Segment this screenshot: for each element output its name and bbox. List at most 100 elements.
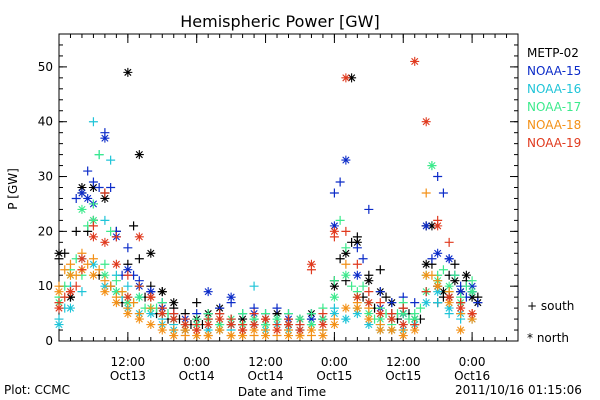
south-plus-marker — [329, 276, 339, 286]
north-asterisk-marker — [180, 325, 190, 335]
north-asterisk-marker — [272, 309, 282, 319]
north-asterisk-marker — [295, 331, 305, 341]
north-asterisk-marker — [146, 248, 156, 258]
south-plus-marker — [387, 298, 397, 308]
south-plus-marker — [88, 221, 98, 231]
south-plus-marker — [335, 215, 345, 225]
y-tick-label: 40 — [38, 115, 53, 129]
x-tick-label-time: 12:00 — [111, 355, 146, 369]
north-asterisk-marker — [203, 287, 213, 297]
north-asterisk-marker — [54, 303, 64, 313]
data-marks — [54, 56, 483, 341]
north-asterisk-marker — [169, 331, 179, 341]
asterisk-marker-icon: * — [527, 331, 533, 345]
south-plus-marker — [100, 188, 110, 198]
y-tick-label: 50 — [38, 60, 53, 74]
x-axis-label: Date and Time — [238, 385, 326, 399]
south-plus-marker — [88, 117, 98, 127]
north-asterisk-marker — [111, 298, 121, 308]
north-asterisk-marker — [88, 215, 98, 225]
north-asterisk-marker — [100, 193, 110, 203]
x-tick-label-date: Oct15 — [316, 369, 352, 383]
north-asterisk-marker — [461, 270, 471, 280]
north-asterisk-marker — [226, 292, 236, 302]
south-plus-marker — [375, 298, 385, 308]
north-asterisk-marker — [203, 325, 213, 335]
x-tick-label-date: Oct14 — [179, 369, 215, 383]
north-asterisk-marker — [65, 270, 75, 280]
north-asterisk-marker — [146, 320, 156, 330]
north-asterisk-marker — [433, 221, 443, 231]
north-asterisk-marker — [375, 325, 385, 335]
south-plus-marker — [83, 166, 93, 176]
x-tick-label-date: Oct13 — [110, 369, 146, 383]
north-asterisk-marker — [77, 188, 87, 198]
north-asterisk-marker — [364, 309, 374, 319]
north-asterisk-marker — [65, 287, 75, 297]
south-plus-marker — [358, 254, 368, 264]
north-asterisk-marker — [192, 325, 202, 335]
south-plus-marker — [249, 281, 259, 291]
south-plus-marker — [238, 309, 248, 319]
north-asterisk-marker — [341, 270, 351, 280]
north-asterisk-marker — [341, 155, 351, 165]
chart-title: Hemispheric Power [GW] — [180, 12, 379, 31]
x-tick-label-date: Oct14 — [248, 369, 284, 383]
south-plus-marker — [65, 259, 75, 269]
north-asterisk-marker — [134, 232, 144, 242]
north-asterisk-marker — [157, 309, 167, 319]
south-plus-marker — [100, 276, 110, 286]
north-asterisk-marker — [318, 314, 328, 324]
north-asterisk-marker — [410, 56, 420, 66]
north-asterisk-marker — [100, 237, 110, 247]
legend-entry-noaa-16: NOAA-16 — [527, 82, 582, 96]
x-tick-label-time: 12:00 — [386, 355, 421, 369]
north-asterisk-marker — [226, 331, 236, 341]
north-asterisk-marker — [65, 292, 75, 302]
north-asterisk-marker — [272, 314, 282, 324]
x-tick-label-date: Oct16 — [454, 369, 490, 383]
south-plus-marker — [461, 281, 471, 291]
north-asterisk-marker — [123, 309, 133, 319]
south-plus-marker — [352, 259, 362, 269]
north-asterisk-marker — [83, 193, 93, 203]
north-asterisk-marker — [284, 320, 293, 330]
north-asterisk-marker — [341, 303, 351, 313]
north-asterisk-marker — [123, 292, 133, 302]
north-asterisk-marker — [352, 270, 362, 280]
north-asterisk-marker — [123, 298, 133, 308]
south-plus-marker — [438, 265, 448, 275]
north-asterisk-marker — [410, 314, 420, 324]
y-tick-label: 0 — [45, 334, 53, 348]
y-tick-label: 30 — [38, 170, 53, 184]
north-asterisk-marker — [433, 248, 443, 258]
north-asterisk-marker — [410, 325, 420, 335]
south-plus-marker — [71, 193, 81, 203]
south-plus-marker — [71, 281, 81, 291]
south-plus-marker — [60, 292, 70, 302]
north-asterisk-marker — [111, 287, 121, 297]
south-plus-marker — [444, 237, 454, 247]
north-asterisk-marker — [238, 325, 248, 335]
south-plus-marker — [129, 221, 139, 231]
north-asterisk-marker — [100, 133, 110, 143]
south-plus-marker — [134, 281, 144, 291]
north-asterisk-marker — [215, 314, 225, 324]
north-asterisk-marker — [215, 325, 225, 335]
north-asterisk-marker — [329, 221, 339, 231]
north-asterisk-marker — [318, 331, 328, 341]
south-plus-marker — [381, 292, 391, 302]
south-plus-marker — [94, 183, 104, 192]
north-asterisk-marker — [467, 281, 477, 291]
south-plus-marker — [318, 309, 328, 319]
north-asterisk-marker — [249, 325, 259, 335]
north-asterisk-marker — [341, 248, 351, 258]
north-asterisk-marker — [329, 320, 339, 330]
south-plus-marker — [410, 298, 420, 308]
north-asterisk-marker — [387, 314, 397, 324]
south-plus-marker — [83, 259, 93, 269]
south-plus-marker — [364, 287, 374, 297]
north-asterisk-marker — [427, 161, 437, 171]
legend-entry-noaa-15: NOAA-15 — [527, 64, 582, 78]
south-plus-marker — [450, 259, 460, 269]
